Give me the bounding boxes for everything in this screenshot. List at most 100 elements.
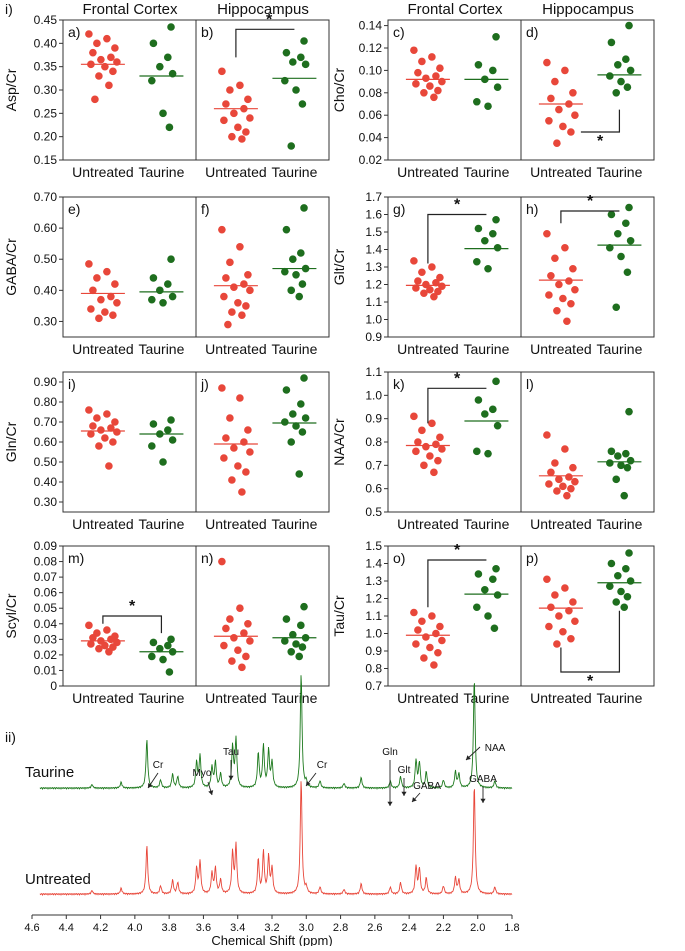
panel-label-l: l) xyxy=(526,376,534,392)
point-untreated-i xyxy=(93,414,101,422)
point-untreated-a xyxy=(93,39,101,48)
panel-h: h) Untreated Taurine * xyxy=(520,193,655,357)
point-untreated-c xyxy=(412,80,420,88)
spectrum-tick-label: 3.4 xyxy=(230,922,245,934)
point-untreated-n xyxy=(218,557,226,566)
point-untreated-i xyxy=(103,410,111,418)
point-taurine-p xyxy=(606,582,614,591)
point-taurine-h xyxy=(614,229,622,238)
point-untreated-n xyxy=(230,633,238,642)
point-untreated-l xyxy=(563,491,571,500)
point-untreated-e xyxy=(93,274,101,282)
spectrum-tick-label: 4.0 xyxy=(127,922,142,934)
y-tick-label-e: 0.70 xyxy=(34,190,58,204)
point-untreated-j xyxy=(246,448,254,456)
spectrum-tick-label: 3.6 xyxy=(196,922,211,934)
x-label-taurine-n: Taurine xyxy=(271,690,317,706)
y-tick-label-e: 0.60 xyxy=(34,221,58,235)
point-untreated-h xyxy=(555,280,563,289)
point-untreated-l xyxy=(569,463,577,472)
panel-p: p) Untreated Taurine* xyxy=(520,545,655,706)
point-taurine-b xyxy=(297,53,305,62)
column-title-hippocampus-1: Hippocampus xyxy=(217,1,309,18)
point-untreated-j xyxy=(222,434,230,442)
panel-k: k) 0.5 0.6 0.7 0.8 0.9 1.0 1.1 NAA/Cr Untreated Ta… xyxy=(331,365,522,532)
point-untreated-o xyxy=(428,612,436,620)
point-untreated-c xyxy=(410,46,418,55)
x-label-untreated-i: Untreated xyxy=(72,516,133,532)
point-untreated-d xyxy=(569,89,577,97)
point-untreated-a xyxy=(89,48,97,57)
point-taurine-j xyxy=(282,386,291,394)
point-untreated-o xyxy=(426,643,434,652)
y-tick-label-o: 1.1 xyxy=(365,609,382,623)
point-untreated-h xyxy=(567,299,575,308)
y-tick-label-g: 1.5 xyxy=(365,225,382,239)
point-untreated-o xyxy=(436,622,444,631)
y-tick-label-m: 0.03 xyxy=(34,632,58,646)
point-untreated-l xyxy=(565,473,573,481)
panel-label-k: k) xyxy=(393,376,405,392)
point-untreated-p xyxy=(569,598,577,606)
point-taurine-h xyxy=(617,252,625,261)
point-taurine-h xyxy=(607,210,616,219)
y-axis-label-e: GABA/Cr xyxy=(3,238,19,296)
point-untreated-i xyxy=(85,406,93,414)
point-taurine-j xyxy=(300,374,308,382)
significance-star-o: * xyxy=(454,542,461,559)
panel-label-g: g) xyxy=(393,201,405,217)
point-untreated-c xyxy=(430,93,438,102)
y-tick-label-c: 0.10 xyxy=(359,63,383,77)
point-untreated-j xyxy=(218,384,226,392)
y-tick-label-c: 0.06 xyxy=(359,108,383,122)
point-taurine-h xyxy=(606,243,614,252)
point-untreated-o xyxy=(438,636,446,645)
point-untreated-d xyxy=(561,66,569,75)
x-label-taurine-b: Taurine xyxy=(271,164,317,180)
x-label-untreated-e: Untreated xyxy=(72,341,133,357)
point-untreated-g xyxy=(434,287,442,296)
x-label-untreated-h: Untreated xyxy=(530,341,591,357)
point-untreated-e xyxy=(107,292,115,301)
significance-bracket-d xyxy=(580,109,621,133)
point-untreated-e xyxy=(103,267,111,276)
point-untreated-b xyxy=(242,128,250,136)
point-taurine-i xyxy=(149,420,158,428)
significance-bracket-h xyxy=(560,210,620,224)
point-untreated-a xyxy=(103,34,111,43)
x-label-untreated-m: Untreated xyxy=(72,690,133,706)
point-untreated-e xyxy=(101,308,109,316)
point-taurine-m xyxy=(156,644,164,653)
point-taurine-m xyxy=(165,668,174,676)
spectrum-tick-label: 4.4 xyxy=(59,922,74,934)
panel-c: c) 0.02 0.04 0.06 0.08 0.10 0.12 0.14 Cho/Cr Untr… xyxy=(331,19,522,180)
point-untreated-j xyxy=(228,476,236,484)
point-taurine-g xyxy=(492,215,500,224)
significance-bracket-m xyxy=(102,615,163,634)
y-tick-label-g: 1.3 xyxy=(365,260,382,274)
point-untreated-p xyxy=(565,606,573,615)
point-taurine-m xyxy=(149,638,158,647)
x-label-untreated-k: Untreated xyxy=(397,516,458,532)
point-untreated-b xyxy=(226,86,234,94)
point-taurine-h xyxy=(623,268,632,277)
x-label-untreated-f: Untreated xyxy=(205,341,266,357)
point-untreated-m xyxy=(89,633,97,642)
x-label-taurine-i: Taurine xyxy=(138,516,184,532)
panel-frame-c xyxy=(387,19,522,161)
point-taurine-f xyxy=(281,267,289,276)
point-untreated-g xyxy=(410,257,418,265)
point-taurine-d xyxy=(617,77,625,86)
part-ii-label: ii) xyxy=(5,729,16,745)
point-untreated-h xyxy=(543,229,551,238)
significance-bracket-k xyxy=(427,387,487,424)
y-tick-label-o: 0.9 xyxy=(365,644,382,658)
y-tick-label-e: 0.30 xyxy=(34,314,58,328)
point-taurine-p xyxy=(614,571,622,580)
point-untreated-h xyxy=(571,285,579,294)
x-label-untreated-p: Untreated xyxy=(530,690,591,706)
point-taurine-d xyxy=(612,89,621,97)
point-untreated-n xyxy=(238,663,246,672)
point-taurine-b xyxy=(301,60,310,69)
point-taurine-n xyxy=(297,621,305,630)
